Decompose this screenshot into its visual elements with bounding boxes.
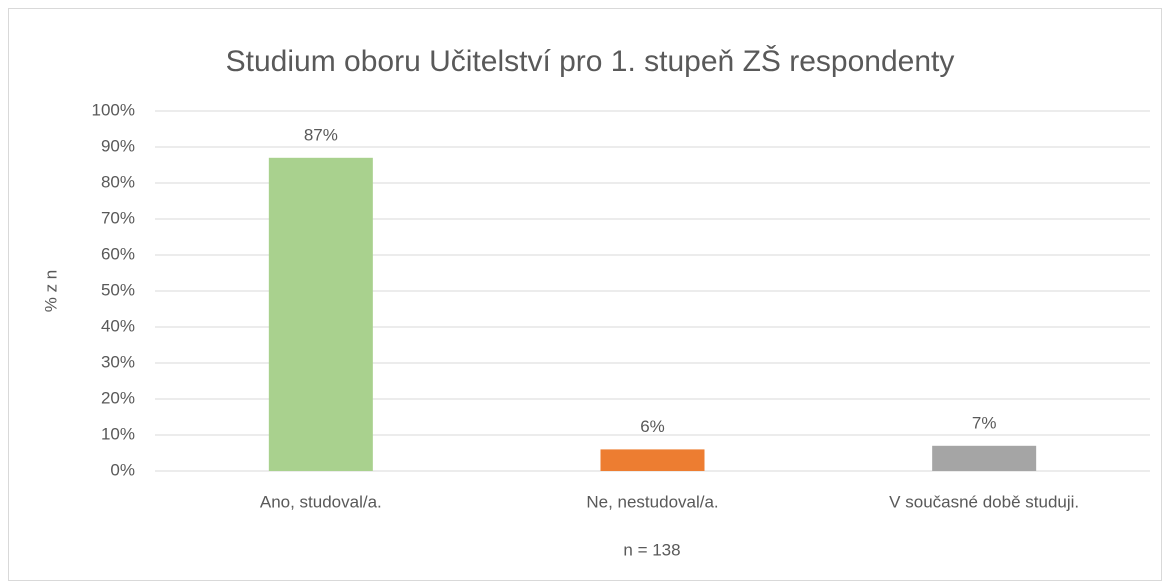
bar <box>600 449 705 471</box>
data-label: 6% <box>640 417 665 436</box>
x-tick-label: Ano, studoval/a. <box>260 492 382 511</box>
bar <box>268 157 373 472</box>
y-tick-label: 30% <box>101 352 135 371</box>
x-tick-label: V současné době studuji. <box>889 492 1079 511</box>
x-tick-label: Ne, nestudoval/a. <box>586 492 718 511</box>
y-tick-label: 90% <box>101 136 135 155</box>
y-tick-label: 100% <box>92 100 135 119</box>
y-tick-label: 40% <box>101 316 135 335</box>
y-tick-label: 80% <box>101 172 135 191</box>
y-tick-label: 70% <box>101 208 135 227</box>
y-tick-label: 50% <box>101 280 135 299</box>
y-tick-label: 0% <box>110 460 135 479</box>
chart-border <box>8 8 1162 581</box>
x-axis-label: n = 138 <box>623 540 680 559</box>
y-tick-label: 60% <box>101 244 135 263</box>
bar <box>932 445 1037 471</box>
data-label: 87% <box>304 125 338 144</box>
y-tick-label: 20% <box>101 388 135 407</box>
y-tick-label: 10% <box>101 424 135 443</box>
y-axis-label: % z n <box>41 270 60 313</box>
chart-title: Studium oboru Učitelství pro 1. stupeň Z… <box>226 44 955 78</box>
data-label: 7% <box>972 413 997 432</box>
